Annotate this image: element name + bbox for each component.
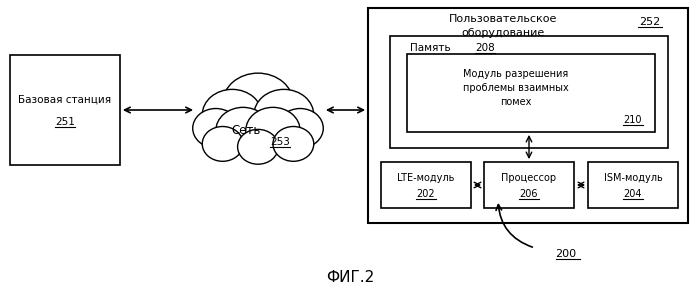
Text: Память: Память: [410, 43, 450, 53]
Text: 252: 252: [639, 17, 660, 27]
Text: 251: 251: [55, 117, 75, 127]
Text: 210: 210: [624, 115, 642, 125]
Text: Базовая станция: Базовая станция: [18, 95, 112, 105]
Text: ФИГ.2: ФИГ.2: [326, 270, 374, 285]
Text: 253: 253: [270, 137, 290, 147]
Ellipse shape: [202, 89, 262, 141]
Text: Модуль разрешения
проблемы взаимных
помех: Модуль разрешения проблемы взаимных поме…: [463, 69, 569, 107]
FancyBboxPatch shape: [10, 55, 120, 165]
FancyBboxPatch shape: [484, 162, 574, 208]
Text: Процессор: Процессор: [501, 173, 556, 183]
Text: LTE-модуль: LTE-модуль: [397, 173, 454, 183]
Ellipse shape: [254, 89, 314, 141]
Ellipse shape: [216, 107, 270, 154]
Text: 204: 204: [624, 189, 642, 199]
Ellipse shape: [273, 126, 314, 161]
Text: Сеть: Сеть: [231, 124, 260, 137]
Text: ISM-модуль: ISM-модуль: [604, 173, 662, 183]
Ellipse shape: [202, 126, 243, 161]
FancyBboxPatch shape: [381, 162, 471, 208]
Ellipse shape: [237, 129, 279, 164]
Ellipse shape: [193, 109, 239, 148]
Ellipse shape: [246, 107, 300, 154]
Text: 206: 206: [520, 189, 538, 199]
FancyBboxPatch shape: [368, 8, 688, 223]
Ellipse shape: [277, 109, 323, 148]
FancyBboxPatch shape: [588, 162, 678, 208]
Text: 202: 202: [417, 189, 436, 199]
Ellipse shape: [223, 73, 293, 133]
FancyBboxPatch shape: [390, 36, 668, 148]
Text: 200: 200: [555, 249, 576, 259]
Text: Пользовательское
оборудование: Пользовательское оборудование: [449, 14, 557, 38]
FancyBboxPatch shape: [407, 54, 655, 132]
Text: 208: 208: [475, 43, 495, 53]
